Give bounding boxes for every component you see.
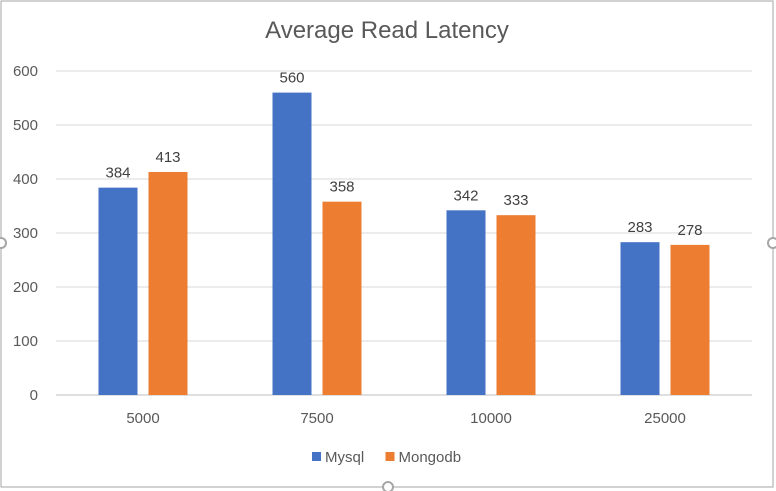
data-labels: 384 413 560 358 342 333 283 278: [105, 70, 702, 239]
data-label: 342: [453, 187, 478, 204]
bar-mongodb: [496, 215, 536, 395]
bar-mongodb: [322, 201, 362, 395]
legend-label-mongodb: Mongodb: [399, 449, 462, 466]
bar-mysql: [446, 210, 486, 395]
data-label: 278: [677, 222, 702, 239]
y-tick-label: 300: [13, 225, 38, 242]
resize-handle[interactable]: [382, 481, 394, 491]
x-axis-ticks: 5000 7500 10000 25000: [126, 410, 686, 427]
y-tick-label: 500: [13, 117, 38, 134]
legend-label-mysql: Mysql: [325, 449, 364, 466]
data-label: 413: [155, 149, 180, 166]
legend: Mysql Mongodb: [312, 449, 461, 466]
data-label: 384: [105, 165, 130, 182]
data-label: 560: [279, 70, 304, 87]
bar-mysql: [620, 242, 660, 395]
x-tick-label: 10000: [470, 410, 512, 427]
resize-handle[interactable]: [767, 237, 776, 249]
bar-mongodb: [670, 244, 710, 395]
legend-swatch-mongodb: [385, 452, 395, 461]
y-axis-ticks: 0 100 200 300 400 500 600: [13, 63, 38, 404]
bar-mysql: [98, 187, 138, 395]
x-tick-label: 5000: [126, 410, 159, 427]
y-tick-label: 0: [30, 387, 38, 404]
chart-title: Average Read Latency: [265, 17, 509, 44]
data-label: 283: [627, 219, 652, 236]
y-tick-label: 600: [13, 63, 38, 80]
data-label: 358: [329, 179, 354, 196]
y-tick-label: 400: [13, 171, 38, 188]
bars: [98, 92, 710, 395]
legend-swatch-mysql: [312, 452, 321, 461]
bar-mysql: [272, 92, 312, 395]
x-tick-label: 7500: [300, 410, 333, 427]
y-tick-label: 200: [13, 279, 38, 296]
data-label: 333: [503, 192, 528, 209]
resize-handle[interactable]: [0, 237, 7, 249]
bar-mongodb: [148, 171, 188, 395]
y-tick-label: 100: [13, 333, 38, 350]
x-tick-label: 25000: [644, 410, 686, 427]
